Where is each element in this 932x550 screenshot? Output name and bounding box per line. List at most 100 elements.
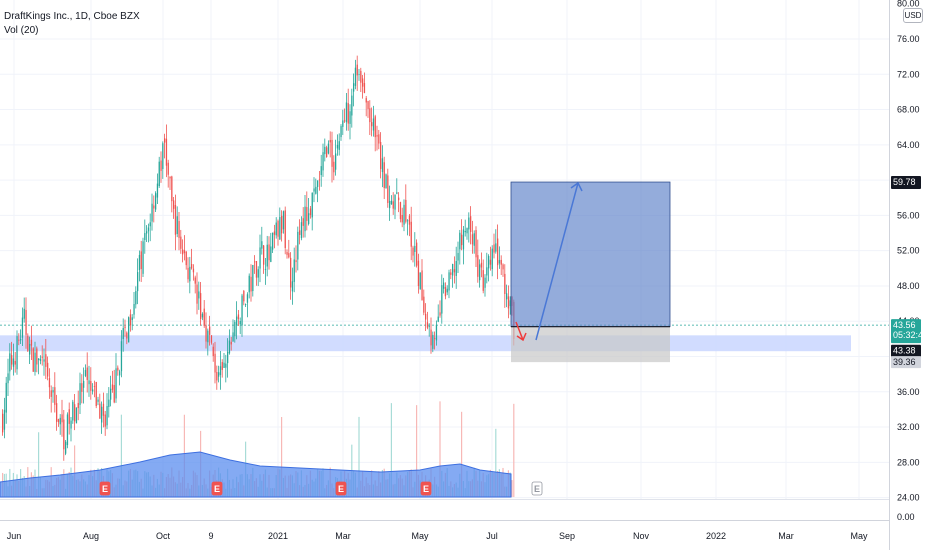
candle-body [131,317,133,321]
candle-body [95,381,97,407]
candle-body [257,269,259,278]
earnings-marker-box [211,481,223,496]
candle-body [124,326,126,329]
candle-body [68,409,70,424]
symbol-title[interactable]: DraftKings Inc., 1D, Cboe BZX [4,11,140,22]
candle-body [18,339,20,341]
candle-body [196,284,198,304]
candle-body [506,293,508,300]
candle-body [335,153,337,170]
stop-tag: 39.36 [891,356,921,369]
candle-body [272,232,274,250]
candle-body [495,243,497,252]
time-tick-label: Sep [559,531,575,541]
chart-legend: DraftKings Inc., 1D, Cboe BZX Vol (20) [4,10,140,38]
candle-body [219,366,222,376]
projection-arrow-up[interactable] [535,181,583,341]
candle-body [302,218,304,226]
candle-body [455,261,457,276]
candle-body [426,322,429,328]
support-zone[interactable] [0,335,851,352]
price-tick-label: 64.00 [897,140,920,150]
earnings-marker[interactable]: E [531,481,543,496]
candle-body [16,336,18,370]
stop-zone[interactable] [511,326,670,363]
candle-body [281,215,283,234]
candle-body [153,205,155,209]
candle-body [61,414,63,423]
earnings-marker-label: E [338,484,344,494]
candle-body [473,233,475,246]
candle-body [120,341,123,372]
target-zone[interactable] [510,181,671,328]
candle-body [264,269,267,270]
entry-tag: 43.38 [891,344,921,357]
volume-indicator-title[interactable]: Vol (20) [4,25,39,36]
candle-body [347,103,349,124]
candle-body [466,228,468,234]
candle-body [488,256,490,269]
candle-body [491,248,493,270]
candle-body [452,264,454,276]
candle-body [428,326,430,327]
candle-body [324,146,326,155]
candle-body [277,220,279,237]
candle-body [279,217,281,240]
candle-body [97,399,99,402]
candle-body [27,335,29,351]
earnings-marker-label: E [534,484,540,494]
candle-body [171,176,173,202]
earnings-marker[interactable]: E [99,481,111,496]
candle-body [293,259,295,282]
candle-body [23,308,25,319]
earnings-marker[interactable]: E [211,481,223,496]
candle-body [140,251,142,269]
projection-arrow-down[interactable] [515,321,527,342]
candle-body [243,290,245,302]
candle-body [187,267,189,280]
earnings-marker-label: E [423,484,429,494]
time-tick-label: May [850,531,868,541]
candle-body [248,275,250,293]
earnings-marker[interactable]: E [335,481,347,496]
candle-body [459,232,461,250]
candle-body [72,401,74,421]
candle-body [52,390,54,393]
price-tick-label: 32.00 [897,422,920,432]
candle-body [270,246,272,262]
candle-body [421,270,423,300]
candle-body [151,203,153,222]
candle-body [135,291,137,305]
candle-body [155,193,157,210]
candle-body [147,227,150,232]
candle-body [410,221,412,247]
volume-bar [120,414,122,497]
candle-body [117,367,119,371]
time-axis[interactable]: Jun Aug Oct 9 2021 Mar May Jul Sep Nov 2022 Mar May [7,531,868,541]
stop-tag-box [891,356,921,369]
candle-body [223,362,225,368]
candle-body [468,217,470,230]
volume-bar [439,401,441,497]
candle-body [356,64,358,76]
earnings-marker[interactable]: E [420,481,432,496]
currency-button[interactable]: USD [903,8,923,23]
price-axis[interactable]: 80.0076.0072.0068.0064.0060.0056.0052.00… [897,0,920,522]
candle-body [435,324,438,341]
candle-body [299,230,301,235]
candle-body [407,220,409,222]
candle-body [486,267,488,276]
candle-body [90,381,92,391]
time-tick-label: Mar [778,531,794,541]
candle-body [396,192,398,194]
candle-body [374,116,376,138]
candle-body [70,420,72,429]
candle-body [77,402,79,409]
candle-body [198,291,200,299]
candle-body [20,339,22,341]
time-tick-label: 2022 [706,531,726,541]
candle-body [237,314,240,320]
volume-bar [390,403,392,497]
candle-body [149,222,151,227]
